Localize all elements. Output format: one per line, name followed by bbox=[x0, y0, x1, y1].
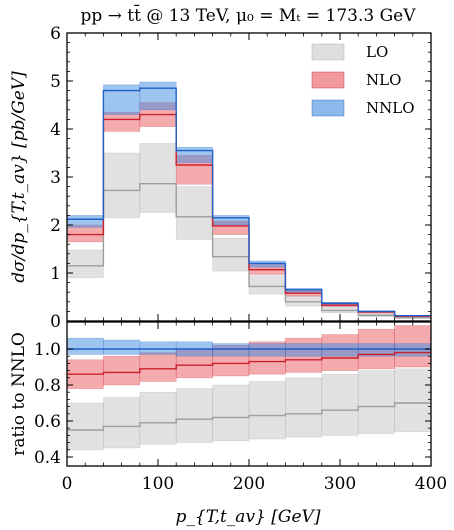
main-y-tick-label: 2 bbox=[50, 216, 61, 236]
main-panel: 0 1 2 3 4 5 6 dσ/dp_{T,t_av} [pb/GeV] bbox=[9, 24, 432, 332]
ratio-lo-band-bin-8 bbox=[357, 370, 395, 434]
main-nlo-band-bin-1 bbox=[103, 111, 141, 132]
x-tick-label: 300 bbox=[324, 474, 356, 494]
ratio-lines bbox=[67, 348, 431, 431]
ratio-nlo-band-bin-2 bbox=[139, 352, 177, 382]
main-lo-band-bin-3 bbox=[175, 186, 213, 240]
ratio-lo-central-line bbox=[67, 402, 431, 431]
ratio-lo-band-bin-5 bbox=[248, 381, 286, 440]
main-y-tick-label: 6 bbox=[50, 24, 61, 44]
x-axis-label: p_{T,t_av} [GeV] bbox=[176, 507, 321, 527]
ratio-lo-band-bin-4 bbox=[212, 384, 250, 442]
ratio-lo-band-bin-2 bbox=[139, 391, 177, 445]
main-lo-band-bin-5 bbox=[248, 275, 286, 295]
main-nnlo-band-bin-3 bbox=[175, 146, 213, 163]
main-nnlo-band-bin-5 bbox=[248, 260, 286, 268]
ratio-nnlo-band-bin-0 bbox=[66, 337, 104, 355]
ratio-nnlo-band-bin-1 bbox=[103, 339, 141, 355]
ratio-nnlo-band-bin-7 bbox=[321, 343, 359, 357]
ratio-lo-band-bin-9 bbox=[394, 368, 432, 433]
main-lo-band-bin-2 bbox=[139, 143, 177, 213]
x-tick-label: 400 bbox=[415, 474, 447, 494]
legend-label-nnlo: NNLO bbox=[366, 99, 415, 117]
main-lo-band-bin-1 bbox=[103, 152, 141, 219]
main-nnlo-band-bin-1 bbox=[103, 84, 141, 115]
main-y-tick-label: 5 bbox=[50, 72, 61, 92]
ratio-lo-band-bin-7 bbox=[321, 373, 359, 436]
main-y-tick-label: 1 bbox=[50, 264, 61, 284]
legend: LO NLO NNLO bbox=[311, 43, 415, 117]
chart-title: pp → tt̄ @ 13 TeV, μ₀ = Mₜ = 173.3 GeV bbox=[80, 3, 416, 26]
legend-label-lo: LO bbox=[366, 43, 388, 61]
main-lo-band-bin-6 bbox=[285, 295, 323, 307]
ratio-y-ticks: 0.4 0.6 0.8 1.0 bbox=[34, 340, 431, 468]
ratio-y-tick-label: 0.8 bbox=[34, 376, 61, 396]
main-y-label: dσ/dp_{T,t_av} [pb/GeV] bbox=[9, 71, 29, 283]
x-tick-label: 100 bbox=[142, 474, 174, 494]
main-frame bbox=[66, 32, 432, 322]
main-y-tick-label: 0 bbox=[50, 312, 61, 332]
legend-label-nlo: NLO bbox=[366, 71, 401, 89]
ratio-nnlo-band-bin-4 bbox=[212, 343, 250, 357]
ratio-lo-band-bin-6 bbox=[285, 377, 323, 438]
main-y-tick-label: 3 bbox=[50, 168, 61, 188]
main-lo-band-bin-4 bbox=[212, 237, 250, 272]
main-lines bbox=[67, 87, 431, 319]
ratio-y-label: ratio to NNLO bbox=[9, 332, 29, 456]
ratio-y-tick-label: 1.0 bbox=[34, 340, 61, 360]
ratio-nnlo-band-bin-5 bbox=[248, 343, 286, 357]
ratio-y-tick-label: 0.6 bbox=[34, 412, 61, 432]
ratio-lo-band-bin-3 bbox=[175, 388, 213, 443]
main-nnlo-band-bin-2 bbox=[139, 81, 177, 111]
ratio-nlo-central-line bbox=[67, 351, 431, 375]
main-y-tick-label: 4 bbox=[50, 120, 61, 140]
main-nnlo-band-bin-0 bbox=[66, 215, 104, 228]
x-tick-label: 0 bbox=[62, 474, 73, 494]
legend-swatch-lo bbox=[311, 43, 345, 61]
legend-swatch-nnlo bbox=[311, 99, 345, 117]
main-lo-central-line bbox=[67, 183, 431, 319]
x-tick-label: 200 bbox=[233, 474, 265, 494]
ratio-nnlo-band-bin-6 bbox=[285, 343, 323, 357]
ratio-panel: 0.4 0.6 0.8 1.0 ratio to NNLO bbox=[9, 321, 432, 468]
ratio-nnlo-band-bin-2 bbox=[139, 341, 177, 355]
main-nnlo-central-line bbox=[67, 87, 431, 317]
ratio-lo-band-bin-0 bbox=[66, 402, 104, 451]
ratio-y-tick-label: 0.4 bbox=[34, 448, 61, 468]
ratio-nnlo-band-bin-9 bbox=[394, 343, 432, 357]
ratio-lo-band-bin-1 bbox=[103, 397, 141, 449]
main-nnlo-band-bin-4 bbox=[212, 215, 250, 226]
x-tick-labels: 0 100 200 300 400 bbox=[62, 474, 448, 494]
ratio-nlo-band-bin-1 bbox=[103, 355, 141, 386]
ratio-bands bbox=[66, 325, 432, 451]
legend-swatch-nlo bbox=[311, 71, 345, 89]
ratio-frame bbox=[66, 321, 432, 467]
main-lo-band-bin-0 bbox=[66, 249, 104, 279]
